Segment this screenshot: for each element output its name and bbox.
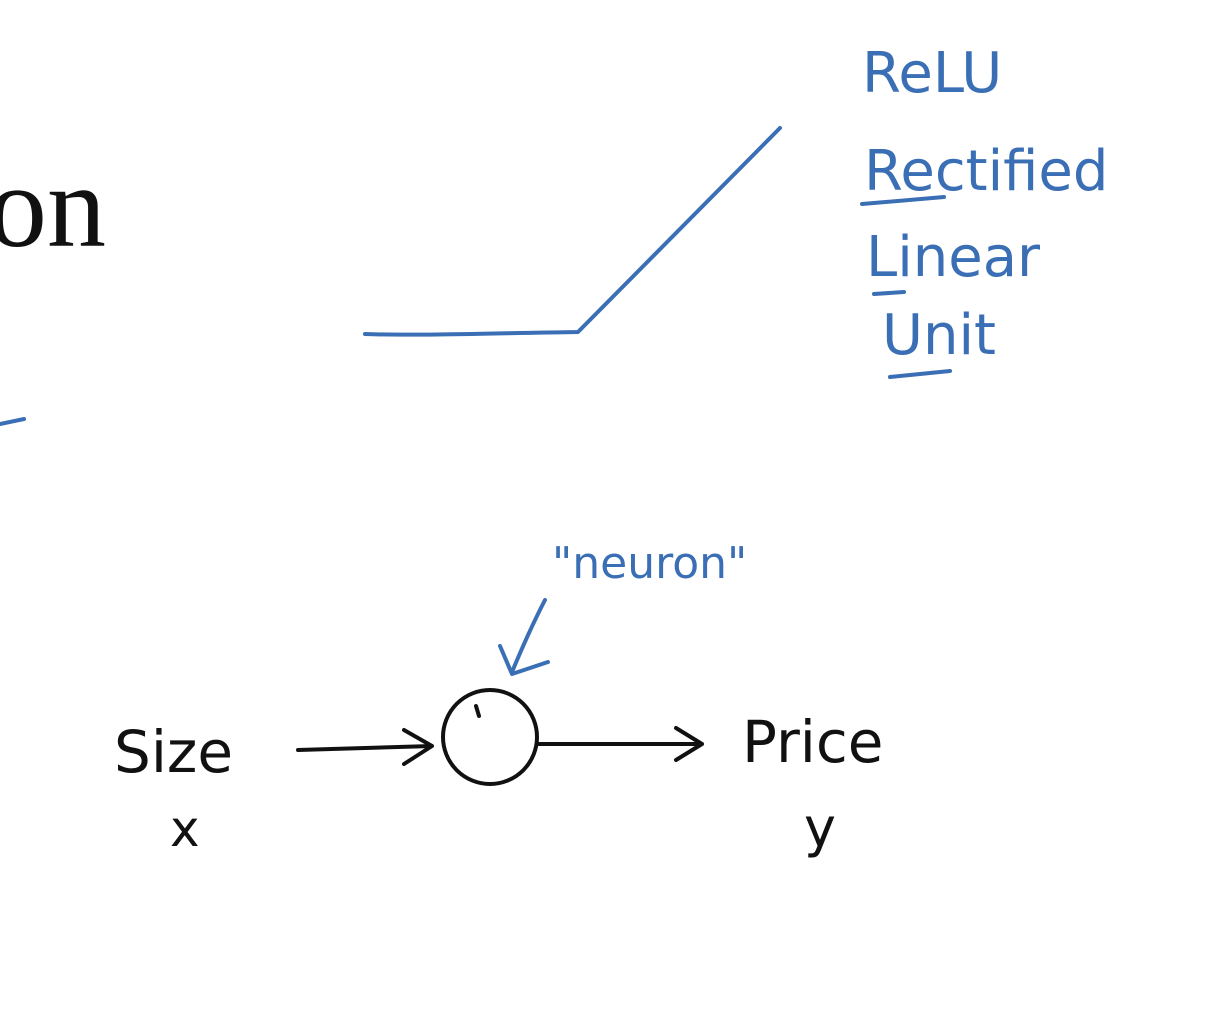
relu-note-rectified: Rectified — [864, 139, 1108, 204]
output-arrow — [536, 726, 704, 762]
input-symbol-x: x — [170, 800, 200, 858]
input-label-size: Size — [114, 718, 233, 786]
input-arrow — [296, 728, 434, 766]
neuron-label: "neuron" — [552, 538, 747, 589]
rectified-underline — [860, 195, 946, 206]
relu-note-linear: Linear — [866, 225, 1041, 290]
unit-underline — [888, 369, 952, 379]
neuron-node-mark — [474, 704, 481, 718]
output-symbol-y: y — [804, 796, 836, 859]
linear-underline — [872, 290, 906, 296]
stray-pen-mark — [0, 417, 26, 426]
neuron-pointer-arrow — [498, 598, 550, 676]
relu-note-title: ReLU — [862, 41, 1002, 106]
slide-title-fragment: on — [0, 141, 106, 272]
relu-note-unit: Unit — [882, 303, 996, 368]
output-label-price: Price — [742, 708, 884, 776]
relu-function-curve — [363, 126, 782, 337]
neuron-node — [441, 688, 539, 786]
